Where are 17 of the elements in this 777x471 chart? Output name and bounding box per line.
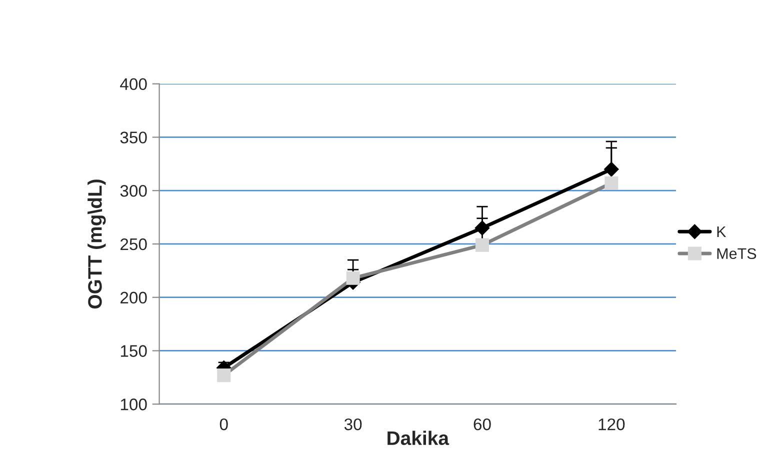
y-tick-label: 300 — [120, 185, 147, 197]
y-tick-label: 350 — [120, 132, 147, 144]
x-axis-title: Dakika — [388, 430, 450, 446]
x-tick-label: 60 — [474, 418, 491, 430]
y-tick-label: 200 — [120, 292, 147, 304]
x-tick-label: 30 — [344, 418, 362, 430]
point — [474, 220, 490, 236]
y-tick-label: 100 — [120, 398, 147, 410]
y-tick-label: 400 — [120, 78, 147, 90]
y-axis-title: OGTT (mg\dL) — [88, 180, 106, 309]
y-tick-label: 250 — [120, 238, 147, 250]
point — [604, 162, 619, 177]
y-tick-label: 150 — [120, 345, 147, 357]
legend-label: K — [717, 226, 726, 237]
x-tick-label: 120 — [598, 418, 625, 430]
x-tick-label: 0 — [220, 418, 228, 430]
legend-label: MeTS — [717, 248, 756, 260]
